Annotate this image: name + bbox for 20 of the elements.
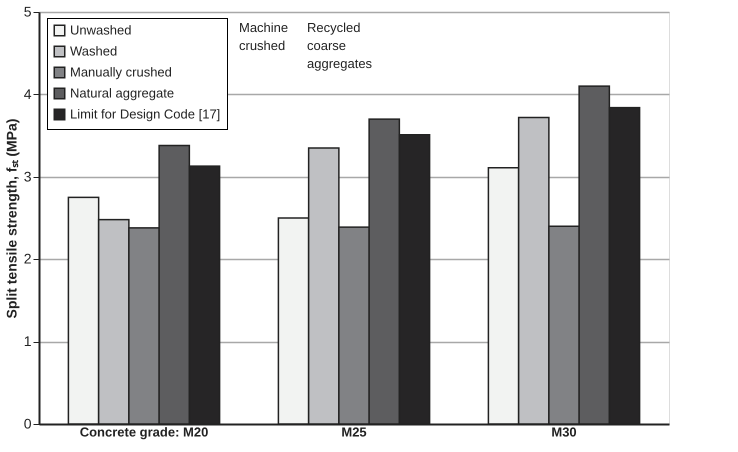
legend-label: Natural aggregate <box>70 86 174 100</box>
annotation: crushed <box>239 38 286 53</box>
annotation: coarse <box>307 38 346 53</box>
legend-label: Unwashed <box>70 22 132 38</box>
y-tick-label: 4 <box>24 86 32 102</box>
y-tick-label: 0 <box>24 416 32 432</box>
x-tick-label: M25 <box>341 424 367 440</box>
annotation: Recycled <box>307 20 360 35</box>
annotation: Machine <box>239 20 288 35</box>
x-tick-label: M30 <box>551 424 577 440</box>
legend-label: Limit for Design Code [17] <box>70 106 220 122</box>
legend-label: Manually crushed <box>70 64 172 80</box>
y-tick-label: 3 <box>24 168 32 184</box>
annotation: aggregates <box>307 56 373 71</box>
legend-label: Washed <box>70 44 118 58</box>
y-tick-label: 1 <box>24 333 32 350</box>
y-axis-title: Split tensile strength, fₛₜ (MPa) <box>4 118 20 318</box>
y-tick-label: 5 <box>24 4 32 20</box>
y-tick-label: 2 <box>24 250 32 267</box>
x-tick-label: Concrete grade: M20 <box>80 424 208 440</box>
